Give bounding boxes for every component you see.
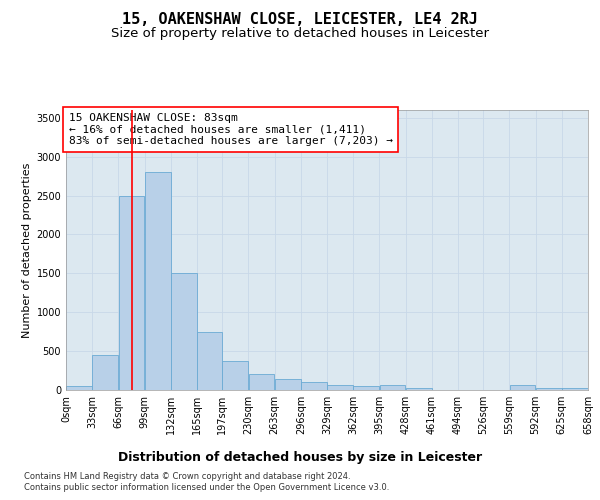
Text: Contains HM Land Registry data © Crown copyright and database right 2024.: Contains HM Land Registry data © Crown c… — [24, 472, 350, 481]
Bar — [327, 386, 353, 390]
Bar — [275, 379, 301, 390]
Bar — [248, 374, 274, 390]
Bar — [301, 382, 327, 390]
Text: 15, OAKENSHAW CLOSE, LEICESTER, LE4 2RJ: 15, OAKENSHAW CLOSE, LEICESTER, LE4 2RJ — [122, 12, 478, 28]
Bar — [509, 386, 535, 390]
Text: Contains public sector information licensed under the Open Government Licence v3: Contains public sector information licen… — [24, 484, 389, 492]
Bar — [536, 388, 562, 390]
Y-axis label: Number of detached properties: Number of detached properties — [22, 162, 32, 338]
Text: 15 OAKENSHAW CLOSE: 83sqm
← 16% of detached houses are smaller (1,411)
83% of se: 15 OAKENSHAW CLOSE: 83sqm ← 16% of detac… — [68, 113, 392, 146]
Bar — [380, 386, 406, 390]
Bar — [171, 274, 197, 390]
Bar — [119, 196, 145, 390]
Text: Size of property relative to detached houses in Leicester: Size of property relative to detached ho… — [111, 28, 489, 40]
Bar — [197, 332, 222, 390]
Bar — [66, 386, 92, 390]
Bar — [92, 355, 118, 390]
Bar — [562, 388, 588, 390]
Text: Distribution of detached houses by size in Leicester: Distribution of detached houses by size … — [118, 451, 482, 464]
Bar — [353, 386, 379, 390]
Bar — [223, 361, 248, 390]
Bar — [406, 388, 431, 390]
Bar — [145, 172, 170, 390]
